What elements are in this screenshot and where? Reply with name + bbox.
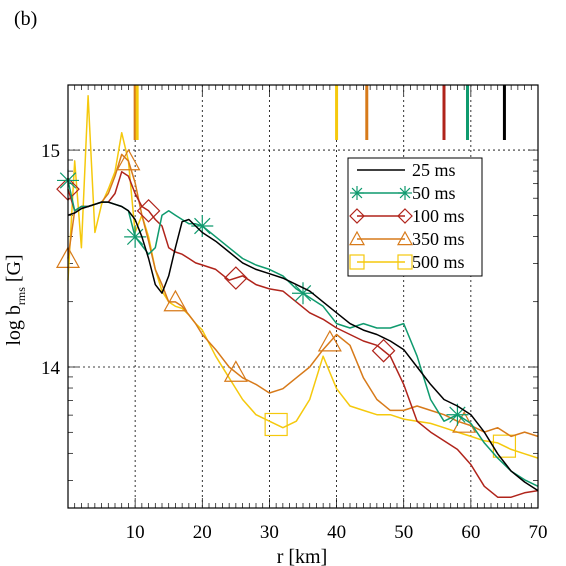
triangle-marker — [396, 230, 414, 246]
square-marker — [264, 412, 288, 437]
plot-frame — [67, 84, 539, 509]
x-tick-label: 60 — [461, 522, 480, 543]
triangle-marker — [223, 360, 248, 382]
asterisk-marker — [446, 403, 469, 426]
asterisk-marker — [350, 186, 364, 200]
x-tick-label: 20 — [193, 522, 212, 543]
legend-item: 50 ms — [350, 183, 456, 203]
diamond-marker — [136, 198, 161, 223]
diamond-marker — [371, 338, 396, 363]
y-axis-label-sub: rms — [14, 287, 28, 305]
tick-labels: 10 20 30 40 50 60 70 14 15 — [41, 141, 548, 543]
asterisk-marker — [292, 282, 314, 305]
legend-label: 500 ms — [412, 252, 465, 272]
x-tick-label: 10 — [126, 522, 145, 543]
asterisk-marker — [124, 225, 147, 248]
series-layer — [55, 95, 539, 498]
legend-label: 25 ms — [412, 160, 456, 180]
series-line — [67, 171, 539, 498]
y-tick-label: 14 — [41, 358, 61, 379]
triangle-marker — [348, 230, 366, 246]
triangle-marker — [163, 289, 188, 312]
triangle-marker — [317, 329, 342, 352]
legend-label: 50 ms — [412, 183, 456, 203]
asterisk-marker — [398, 186, 412, 200]
y-axis-label-main: log b — [3, 305, 25, 346]
series-line — [67, 95, 539, 459]
series-25-ms — [67, 201, 539, 492]
top-markers — [133, 85, 506, 140]
legend: 25 ms 50 ms 100 ms 350 ms 500 ms — [347, 157, 483, 277]
legend-item: 100 ms — [349, 206, 465, 226]
legend-label: 100 ms — [412, 206, 465, 226]
x-axis-label: r [km] — [277, 546, 328, 566]
series-line — [67, 153, 539, 438]
diamond-marker — [224, 266, 248, 290]
diamond-marker — [397, 208, 413, 224]
legend-item: 350 ms — [348, 229, 465, 249]
x-tick-label: 50 — [394, 522, 413, 543]
legend-item: 500 ms — [349, 252, 465, 272]
series-line — [67, 201, 539, 492]
square-marker — [397, 254, 413, 270]
legend-box — [347, 157, 483, 277]
y-axis-label: log brms [G] — [3, 254, 28, 345]
y-tick-label: 15 — [41, 141, 60, 162]
x-tick-label: 30 — [260, 522, 279, 543]
x-tick-label: 40 — [327, 522, 346, 543]
y-axis-label-unit: [G] — [3, 254, 25, 287]
x-tick-label: 70 — [529, 522, 548, 543]
diamond-marker — [349, 208, 365, 224]
triangle-marker — [116, 148, 141, 171]
grid — [68, 85, 538, 508]
series-350-ms — [55, 148, 539, 438]
legend-label: 350 ms — [412, 229, 465, 249]
legend-item: 25 ms — [357, 160, 456, 180]
panel-label: (b) — [14, 8, 38, 30]
square-marker — [349, 254, 365, 270]
